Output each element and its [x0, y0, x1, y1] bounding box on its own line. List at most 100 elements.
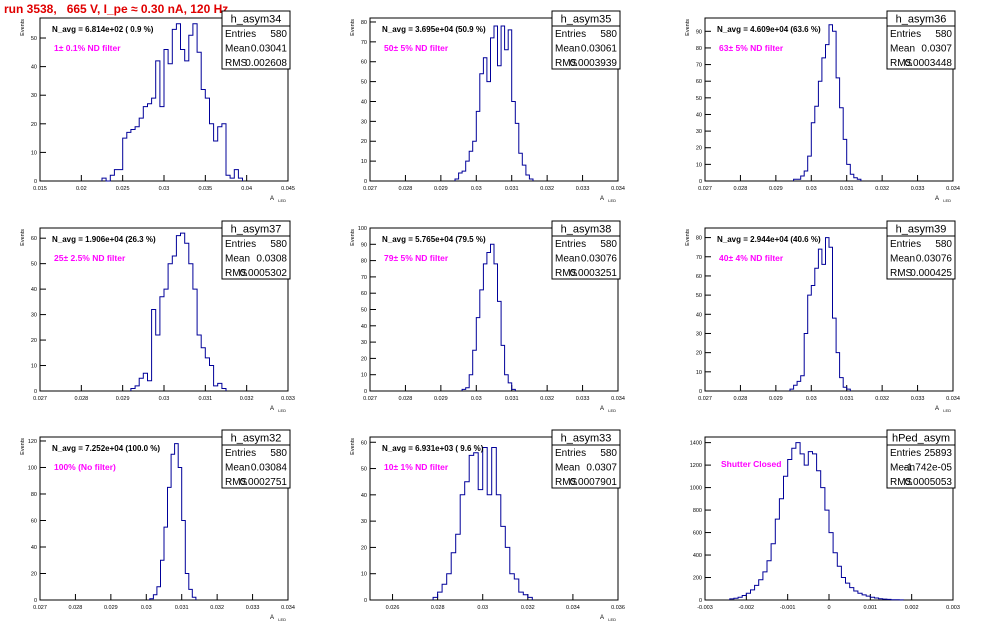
- y-tick-label: 10: [696, 162, 702, 168]
- x-tick-label: 0.025: [116, 186, 130, 192]
- y-tick-label: 40: [31, 287, 37, 293]
- stats-value-mean: 0.03061: [581, 44, 618, 55]
- y-tick-label: 1000: [690, 486, 702, 492]
- x-tick-label: 0.034: [946, 396, 960, 402]
- n-avg-label: N_avg = 6.814e+02 ( 0.9 %): [52, 25, 154, 34]
- stats-value-entries: 580: [600, 448, 617, 459]
- y-tick-label: 0: [364, 598, 367, 604]
- y-tick-label: 0: [364, 389, 367, 395]
- x-tick-label: 0.031: [840, 186, 854, 192]
- y-axis-title: Events: [350, 19, 356, 36]
- x-tick-label: 0.028: [399, 396, 413, 402]
- plot-frame: [704, 227, 954, 392]
- x-tick-label: 0.027: [698, 396, 712, 402]
- stats-value-rms: 0.0003448: [905, 58, 953, 69]
- stats-label-entries: Entries: [890, 29, 921, 40]
- y-tick-label: 50: [31, 262, 37, 268]
- y-tick-label: 60: [696, 79, 702, 85]
- stats-value-rms: 0.0003251: [570, 268, 618, 279]
- x-tick-label: 0.029: [434, 396, 448, 402]
- y-tick-label: 0: [34, 179, 37, 185]
- stats-label-mean: Mean: [225, 44, 250, 55]
- stats-value-rms: 0.000425: [910, 268, 952, 279]
- stats-box: h_asym32 Entries 580 Mean 0.03084RMS0.000275…: [221, 429, 291, 489]
- y-tick-label: 50: [696, 96, 702, 102]
- histogram-bars: [461, 243, 516, 391]
- y-tick-label: 100: [28, 465, 37, 471]
- y-tick-label: 800: [693, 508, 702, 514]
- x-tick-label: 0.032: [540, 396, 554, 402]
- stats-label-entries: Entries: [225, 448, 256, 459]
- x-tick-label: 0.027: [363, 396, 377, 402]
- x-tick-label: 0.034: [611, 186, 625, 192]
- stats-label-rms: RMS: [555, 268, 578, 279]
- filter-label: 10± 1% ND filter: [384, 462, 449, 472]
- x-tick-label: 0.031: [175, 605, 189, 611]
- stats-box: h_asym38 Entries 580 Mean 0.03076RMS0.000325…: [551, 220, 621, 280]
- y-tick-label: 30: [696, 331, 702, 337]
- y-tick-label: 80: [361, 20, 367, 26]
- y-tick-label: 40: [696, 312, 702, 318]
- stats-value-entries: 580: [935, 29, 952, 40]
- histogram-panel-h_asym32: 0 20 40 60 80 100 120 0.027 0.028 0.029 0.03 0.031 0…: [20, 429, 295, 622]
- stats-box-frame: [551, 429, 621, 489]
- x-tick-label: 0.033: [281, 396, 295, 402]
- stats-value-mean: 0.0307: [586, 463, 617, 474]
- n-avg-label: N_avg = 5.765e+04 (79.5 %): [382, 235, 486, 244]
- histogram-bars: [101, 23, 243, 182]
- y-axis-title: Events: [20, 229, 26, 246]
- y-tick-label: 50: [361, 467, 367, 473]
- stats-box-frame: [886, 429, 956, 489]
- y-tick-label: 60: [31, 518, 37, 524]
- y-tick-label: 80: [696, 236, 702, 242]
- x-tick-label: 0.032: [210, 605, 224, 611]
- x-tick-label: 0.03: [477, 605, 488, 611]
- stats-label-rms: RMS: [890, 58, 913, 69]
- y-axis-title: Events: [685, 19, 691, 36]
- stats-value-rms: 0.0005302: [240, 268, 288, 279]
- stats-box-title: h_asym38: [561, 224, 612, 236]
- stats-box: h_asym35 Entries 580 Mean 0.03061RMS0.000393…: [551, 10, 621, 70]
- stats-value-entries: 25893: [924, 448, 952, 459]
- histogram-panel-h_asym33: 0 10 20 30 40 50 60 0.026 0.028 0.03 0.032 0.034 0.0…: [350, 429, 625, 622]
- stats-label-entries: Entries: [890, 448, 921, 459]
- stats-label-rms: RMS: [225, 477, 248, 488]
- plot-frame: [369, 436, 619, 601]
- stats-box-title: h_asym34: [231, 14, 282, 26]
- x-tick-label: 0.028: [734, 396, 748, 402]
- x-tick-label: 0.032: [875, 396, 889, 402]
- stats-box-frame: [221, 429, 291, 489]
- y-tick-label: 80: [31, 492, 37, 498]
- stats-label-entries: Entries: [225, 29, 256, 40]
- y-axis-title: Events: [20, 438, 26, 455]
- stats-label-mean: Mean: [555, 463, 580, 474]
- stats-box-title: h_asym37: [231, 224, 282, 236]
- histogram-panel-h_asym38: 0 10 20 30 40 50 60 70 80 90 100 0.027 0.028 0.029 0.0…: [350, 220, 625, 413]
- n-avg-label: N_avg = 1.906e+04 (26.3 %): [52, 235, 156, 244]
- y-axis-title: Events: [350, 229, 356, 246]
- x-tick-label: 0.029: [434, 186, 448, 192]
- filter-label: Shutter Closed: [721, 459, 781, 469]
- histogram-bars: [789, 237, 851, 391]
- x-tick-label: 0.027: [698, 186, 712, 192]
- plot-frame: [39, 436, 289, 601]
- stats-box: hPed_asym Entries 25893 Mean-1.742e-05 RMS0.…: [886, 429, 956, 489]
- x-tick-label: 0.033: [576, 186, 590, 192]
- stats-label-rms: RMS: [225, 58, 248, 69]
- y-tick-label: 0: [34, 598, 37, 604]
- x-tick-label: 0.034: [946, 186, 960, 192]
- y-tick-label: 50: [361, 308, 367, 314]
- stats-label-mean: Mean: [555, 254, 580, 265]
- stats-value-mean: 0.03041: [251, 44, 288, 55]
- y-tick-label: 30: [31, 313, 37, 319]
- stats-value-entries: 580: [270, 239, 287, 250]
- x-axis-title: A: [270, 406, 274, 412]
- stats-value-rms: 0.0002751: [240, 477, 288, 488]
- y-tick-label: 100: [358, 226, 367, 232]
- x-axis-title-subscript: LED: [608, 617, 616, 622]
- y-tick-label: 70: [696, 63, 702, 69]
- x-tick-label: 0.03: [806, 396, 817, 402]
- x-tick-label: 0.033: [576, 396, 590, 402]
- x-tick-label: 0.032: [521, 605, 535, 611]
